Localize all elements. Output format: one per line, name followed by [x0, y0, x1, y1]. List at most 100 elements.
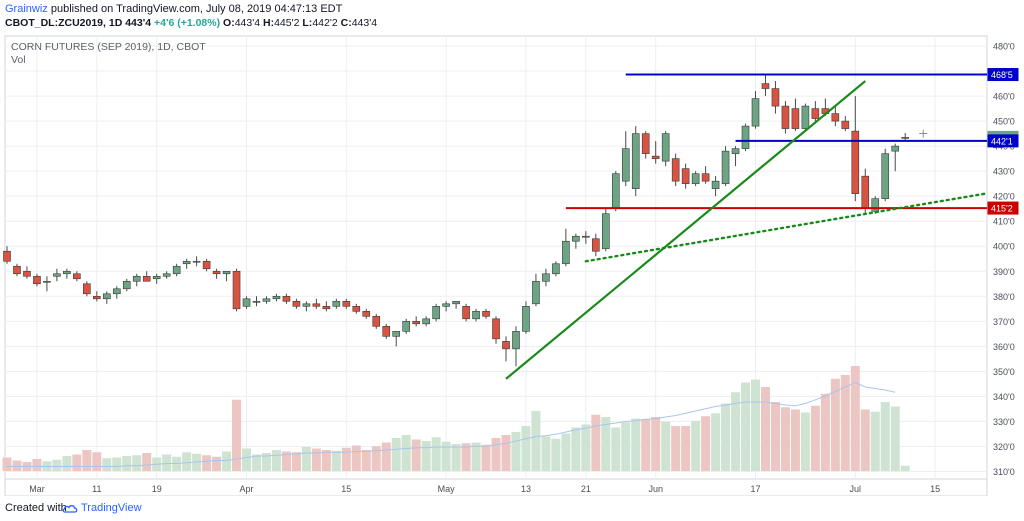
price-axis-tag-label: 468'5: [991, 70, 1013, 80]
volume-bar: [731, 392, 741, 471]
candle-down: [3, 250, 11, 262]
candle-down: [232, 270, 241, 310]
volume-bar: [381, 442, 391, 471]
volume-bar: [122, 456, 132, 471]
volume-bar: [12, 460, 22, 471]
time-tick-label: 17: [750, 484, 760, 494]
candle-down: [811, 108, 820, 119]
candle-up: [432, 306, 440, 320]
candle-down: [202, 260, 211, 270]
price-tick-label: 370'0: [993, 317, 1015, 327]
candle-up: [552, 263, 560, 275]
volume-bar: [142, 453, 152, 471]
volume-bar: [242, 448, 252, 471]
footer: Created with TradingView: [0, 496, 1024, 521]
volume-bar: [860, 409, 870, 471]
volume-bar: [561, 433, 571, 471]
volume-bar: [321, 450, 331, 471]
dotted-support-trendline: [584, 192, 987, 263]
price-tick-label: 360'0: [993, 342, 1015, 352]
author-link[interactable]: Grainwiz: [5, 3, 48, 15]
rising-trendline: [505, 80, 866, 380]
candle-down: [362, 311, 371, 317]
volume-bar: [601, 417, 611, 471]
candle-down: [861, 175, 870, 209]
candle-up: [332, 300, 341, 307]
volume-bar: [770, 402, 780, 471]
time-tick-label: Apr: [240, 484, 254, 494]
price-tick-label: 340'0: [993, 392, 1015, 402]
volume-bar: [820, 393, 830, 471]
candle-up: [172, 265, 181, 275]
candle-down: [23, 270, 31, 277]
volume-bar: [232, 399, 242, 471]
volume-bar: [880, 402, 890, 471]
candle-up: [572, 235, 580, 242]
candle-up: [53, 273, 61, 277]
volume-bar: [361, 450, 371, 471]
high-value: 445'2: [274, 17, 300, 29]
candle-down: [761, 83, 770, 89]
volume-bar: [261, 453, 271, 471]
volume-bar: [411, 439, 421, 471]
time-tick-label: Jun: [648, 484, 663, 494]
candle-up: [222, 270, 231, 275]
candle-up: [402, 321, 411, 332]
time-tick-label: May: [438, 484, 456, 494]
volume-ma-line: [7, 381, 896, 467]
volume-bar: [222, 451, 232, 471]
candle-down: [93, 295, 101, 300]
volume-bar: [132, 455, 142, 471]
candlestick-chart[interactable]: 480'0470'0460'0450'0440'0430'0420'0410'0…: [0, 32, 1024, 496]
candle-up: [63, 270, 71, 275]
volume-bar: [491, 438, 501, 471]
low-value: 442'2: [312, 17, 338, 29]
volume-bar: [451, 444, 461, 471]
volume-bar: [252, 454, 261, 471]
candle-down: [791, 108, 800, 129]
volume-bar: [391, 438, 401, 471]
candle-up: [901, 137, 910, 139]
volume-bar: [431, 437, 441, 471]
candle-up: [182, 260, 191, 265]
tradingview-logo[interactable]: TradingView: [62, 502, 142, 514]
volume-bar: [631, 418, 641, 471]
chart-header: Grainwiz published on TradingView.com, J…: [0, 0, 1024, 32]
candle-down: [282, 295, 291, 302]
candle-up: [152, 275, 161, 280]
volume-bar: [281, 451, 291, 471]
created-with-text: Created with: [5, 502, 67, 514]
volume-bar: [661, 421, 671, 471]
candle-up: [601, 213, 610, 250]
volume-bar: [52, 459, 62, 471]
price-tick-label: 430'0: [993, 167, 1015, 177]
volume-bar: [850, 366, 860, 471]
candle-up: [731, 148, 740, 154]
open-value: 443'4: [234, 17, 261, 29]
chart-background: [0, 32, 1024, 496]
candle-down: [372, 316, 381, 327]
candle-down: [671, 158, 680, 182]
volume-bar: [741, 382, 751, 471]
close-value: 443'4: [351, 17, 378, 29]
volume-bar: [401, 435, 411, 471]
candle-up: [711, 180, 720, 189]
high-label: H:: [263, 17, 275, 29]
candle-up: [891, 145, 900, 152]
volume-bar: [870, 411, 880, 471]
last-price: 443'4: [125, 17, 152, 29]
volume-bar: [691, 420, 701, 471]
volume-bar: [32, 459, 42, 471]
candle-up: [272, 295, 281, 300]
time-tick-label: 21: [581, 484, 591, 494]
close-label: C:: [340, 17, 352, 29]
candle-up: [242, 298, 251, 307]
candle-up: [103, 293, 111, 300]
time-tick-label: 11: [92, 484, 101, 494]
candle-up: [452, 300, 460, 305]
volume-bar: [331, 450, 341, 471]
candle-up: [582, 235, 590, 238]
candle-up: [252, 300, 261, 303]
volume-bar: [212, 456, 222, 471]
candle-down: [851, 130, 860, 194]
